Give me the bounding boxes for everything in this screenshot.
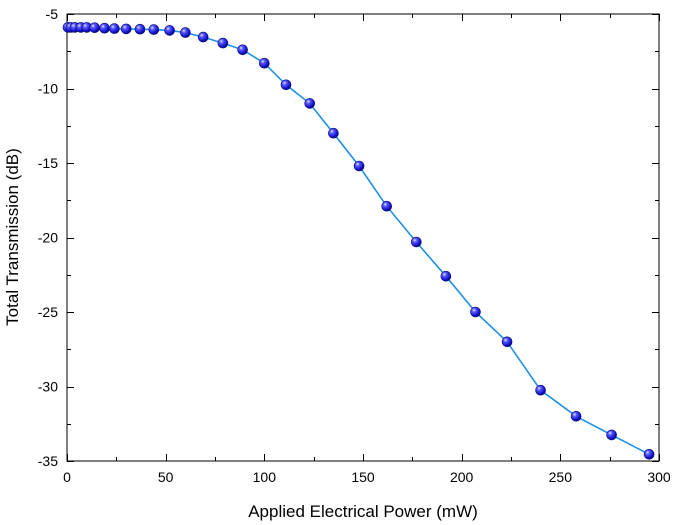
data-point: [180, 27, 191, 38]
data-point: [501, 336, 513, 348]
data-point: [440, 270, 452, 282]
data-point: [535, 384, 546, 396]
y-tick-label: -20: [38, 230, 58, 246]
data-point: [470, 306, 481, 318]
data-point: [164, 25, 175, 36]
x-tick-label: 0: [63, 469, 71, 485]
data-point: [89, 22, 100, 34]
y-axis-ticks: -5 -10 -15 -20 -25 -30 -35: [38, 6, 659, 469]
data-point: [109, 23, 120, 34]
y-tick-label: -15: [38, 155, 58, 171]
data-point: [134, 23, 146, 35]
x-axis-title: Applied Electrical Power (mW): [248, 502, 478, 521]
data-point: [217, 37, 229, 49]
data-point: [381, 200, 393, 212]
data-markers: [62, 22, 655, 460]
x-tick-label: 200: [450, 469, 474, 485]
data-point: [148, 24, 160, 35]
data-point: [99, 22, 110, 34]
x-tick-label: 100: [253, 469, 277, 485]
y-tick-label: -30: [38, 379, 58, 395]
y-tick-label: -10: [38, 81, 58, 97]
data-point: [304, 98, 316, 109]
series-line: [68, 26, 650, 456]
plot-frame: [66, 13, 660, 462]
data-point: [258, 57, 270, 69]
x-axis-ticks: 0 50 100 150 200 250 300: [63, 14, 671, 485]
data-point: [120, 23, 132, 35]
x-tick-label: 250: [549, 469, 573, 485]
data-point: [570, 410, 582, 422]
x-tick-label: 50: [158, 469, 174, 485]
y-tick-label: -35: [38, 453, 58, 469]
y-axis-title: Total Transmission (dB): [3, 148, 22, 326]
y-tick-label: -25: [38, 304, 58, 320]
data-point: [197, 31, 209, 43]
data-point: [643, 448, 655, 460]
data-point: [353, 160, 365, 172]
data-point: [410, 236, 422, 248]
data-point: [328, 127, 339, 139]
data-point: [280, 79, 292, 91]
y-tick-label: -5: [46, 6, 59, 22]
x-tick-label: 300: [647, 469, 671, 485]
data-point: [606, 429, 617, 441]
data-point: [237, 44, 248, 56]
x-tick-label: 150: [351, 469, 375, 485]
